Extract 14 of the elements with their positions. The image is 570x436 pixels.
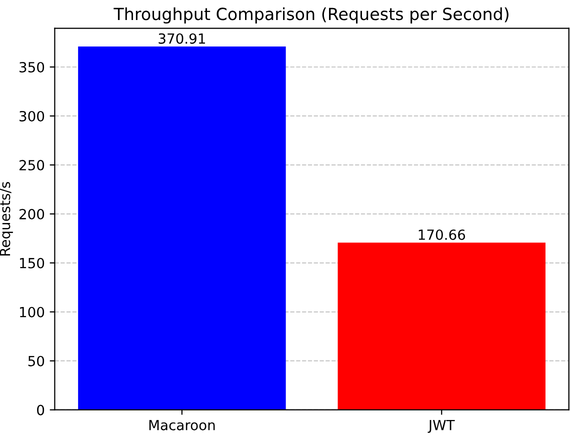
x-tick-label: Macaroon xyxy=(149,420,215,430)
y-tick-label: 200 xyxy=(20,208,44,220)
data-label: 370.91 xyxy=(158,33,205,44)
y-tick-label: 300 xyxy=(20,110,44,122)
y-axis-title: Requests/s xyxy=(0,182,13,256)
chart-title: Throughput Comparison (Requests per Second) xyxy=(114,7,508,24)
y-tick-label: 0 xyxy=(37,404,44,416)
y-tick-label: 250 xyxy=(20,160,44,170)
data-label: 170.66 xyxy=(418,229,466,240)
y-tick-label: 350 xyxy=(20,62,44,72)
x-tick-label: JWT xyxy=(428,420,455,433)
y-tick-label: 150 xyxy=(20,258,44,268)
y-tick-label: 50 xyxy=(28,356,44,366)
y-tick-label: 100 xyxy=(20,306,44,318)
